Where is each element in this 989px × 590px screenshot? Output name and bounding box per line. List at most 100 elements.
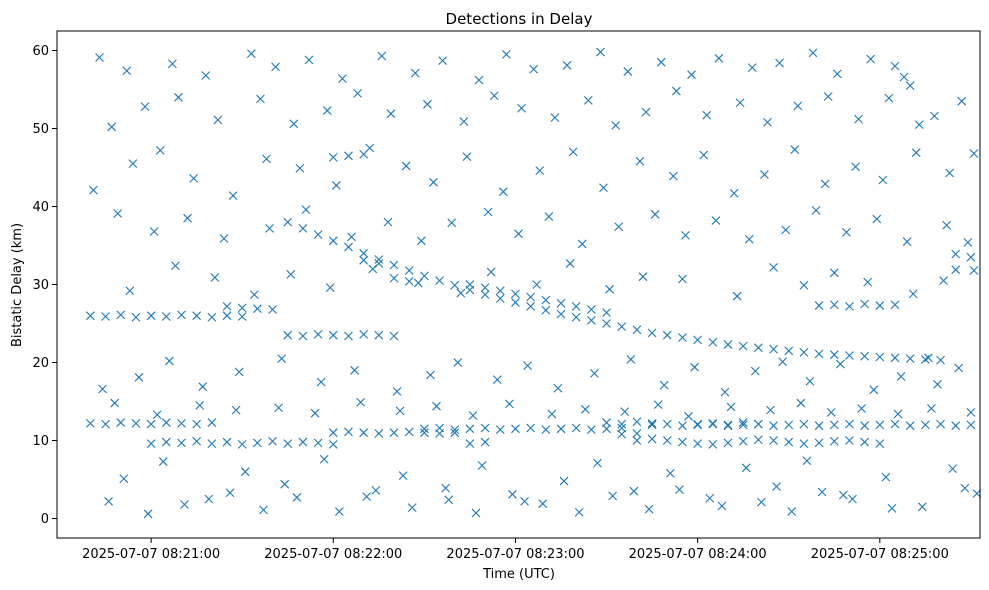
data-point: [462, 152, 472, 161]
data-point: [180, 500, 189, 509]
data-point: [508, 489, 517, 499]
data-point: [453, 358, 463, 367]
data-point: [875, 352, 885, 362]
data-point: [602, 418, 611, 427]
data-point: [665, 468, 675, 478]
data-point: [884, 93, 894, 103]
data-point: [489, 91, 499, 101]
x-axis-label: Time (UTC): [482, 567, 555, 582]
data-point: [313, 438, 323, 448]
data-point: [359, 330, 369, 339]
data-point: [371, 486, 381, 495]
data-point: [641, 107, 651, 117]
data-point: [237, 312, 247, 321]
data-point: [143, 509, 153, 519]
data-point: [222, 301, 232, 311]
data-point: [936, 419, 945, 429]
data-point: [966, 420, 976, 430]
data-point: [356, 397, 366, 407]
data-point: [316, 377, 326, 387]
data-point: [854, 114, 863, 124]
x-axis: 2025-07-07 08:21:00 2025-07-07 08:22:00 20…: [82, 538, 949, 562]
data-point: [146, 439, 156, 449]
x-tick-label: 2025-07-07 08:23:00: [446, 547, 584, 562]
data-point: [477, 461, 487, 470]
data-point: [441, 483, 451, 493]
data-point: [535, 166, 545, 176]
x-tick-label: 2025-07-07 08:25:00: [811, 547, 949, 562]
data-point: [122, 66, 132, 76]
data-point: [671, 86, 681, 96]
data-point: [450, 428, 460, 438]
data-point: [784, 420, 794, 430]
data-point: [772, 482, 781, 491]
data-point: [201, 71, 211, 80]
data-point: [905, 421, 915, 431]
data-point: [617, 419, 627, 429]
data-point: [796, 398, 806, 408]
data-point: [890, 300, 900, 310]
data-point: [963, 237, 973, 247]
data-point: [702, 110, 712, 120]
data-point: [237, 440, 247, 449]
data-point: [319, 454, 329, 464]
data-point: [647, 328, 657, 338]
data-point: [161, 418, 171, 427]
data-point: [161, 437, 171, 447]
data-point: [107, 122, 117, 132]
data-point: [444, 495, 454, 505]
data-point: [939, 276, 948, 285]
data-point: [577, 239, 587, 249]
data-point: [353, 89, 362, 98]
data-point: [252, 438, 262, 448]
data-point: [359, 248, 369, 258]
data-point: [602, 308, 611, 317]
data-point: [632, 417, 642, 427]
data-point: [167, 59, 177, 69]
data-point: [374, 255, 384, 264]
data-point: [887, 503, 897, 513]
data-point: [835, 359, 845, 369]
data-point: [338, 74, 347, 83]
data-point: [708, 440, 718, 449]
data-point: [820, 179, 830, 189]
data-point: [623, 67, 633, 76]
data-point: [711, 216, 721, 225]
data-point: [161, 312, 171, 321]
data-point: [565, 259, 575, 268]
data-point: [210, 273, 220, 282]
data-point: [936, 355, 945, 365]
data-point: [410, 68, 420, 78]
data-point: [365, 143, 375, 153]
data-point: [662, 330, 672, 340]
data-point: [717, 501, 727, 511]
data-point: [177, 310, 186, 320]
y-tick-label: 40: [32, 200, 49, 215]
data-point: [857, 404, 866, 413]
data-point: [875, 301, 885, 310]
y-tick-label: 10: [32, 434, 49, 449]
data-point: [429, 177, 438, 187]
data-point: [192, 419, 202, 429]
data-point: [753, 419, 763, 429]
data-point: [471, 508, 481, 518]
data-point: [617, 429, 627, 439]
data-point: [808, 48, 818, 58]
data-point: [104, 496, 114, 506]
data-point: [134, 372, 144, 382]
data-point: [823, 92, 833, 101]
data-point: [747, 63, 757, 73]
data-point: [289, 119, 299, 129]
data-point: [896, 372, 906, 381]
data-point: [945, 168, 955, 178]
data-point: [726, 402, 736, 412]
data-point: [101, 312, 110, 321]
data-point: [872, 214, 882, 224]
data-point: [905, 354, 915, 363]
y-tick-label: 30: [32, 278, 49, 293]
data-point: [675, 485, 684, 495]
data-point: [298, 437, 308, 447]
data-point: [699, 150, 709, 160]
data-point: [419, 424, 429, 434]
data-point: [899, 72, 909, 82]
